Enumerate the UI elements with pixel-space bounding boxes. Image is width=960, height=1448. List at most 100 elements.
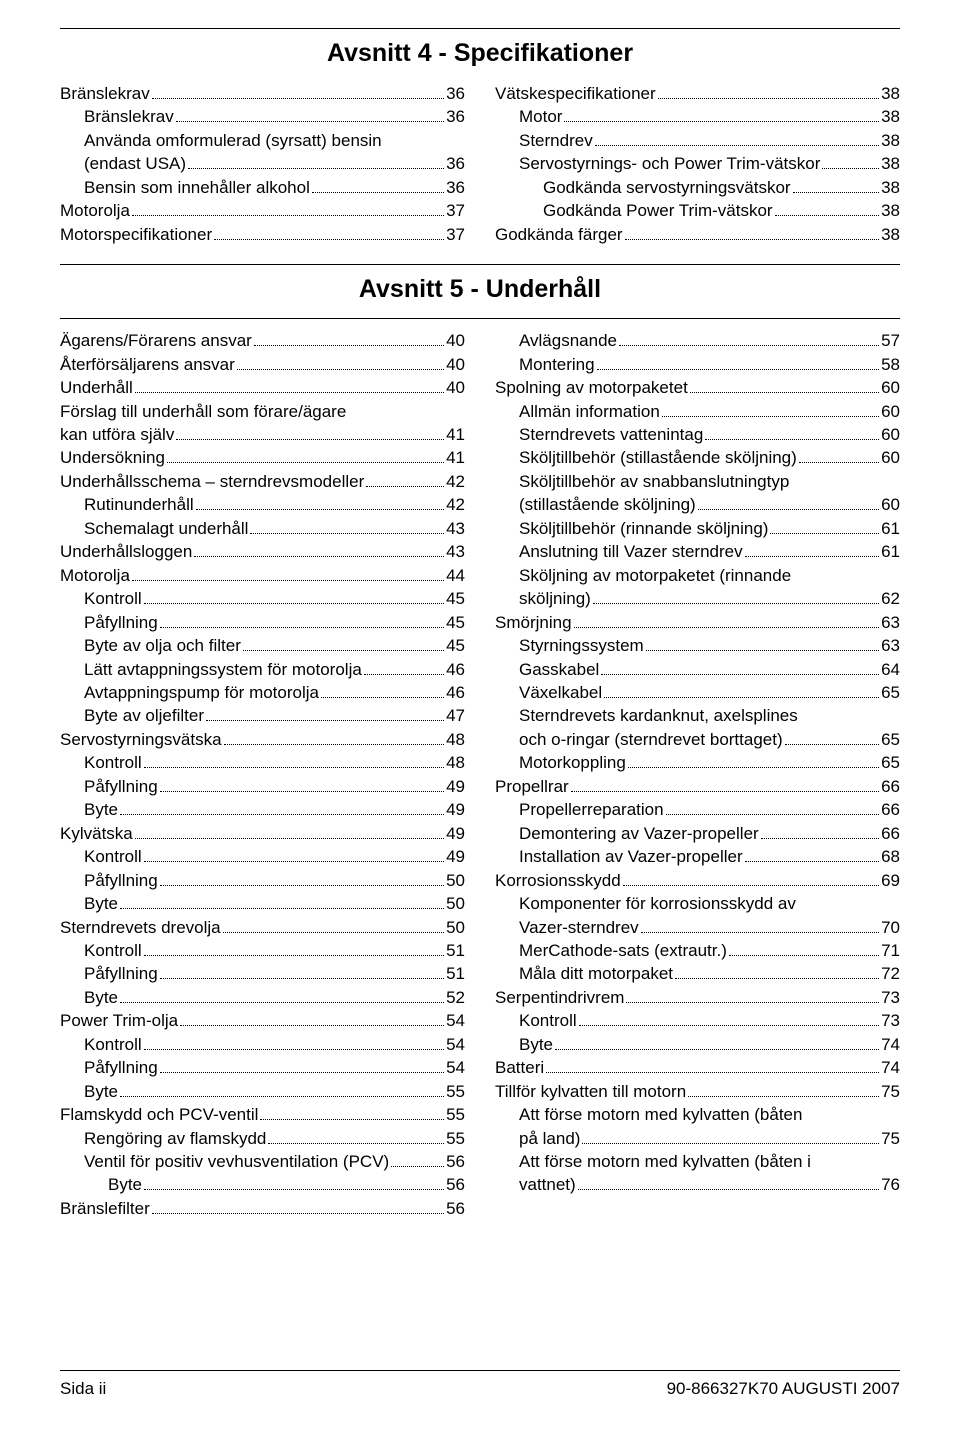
toc-label: Sterndrevets drevolja: [60, 916, 221, 939]
toc-dots: [180, 1013, 444, 1027]
toc-label: Rutinunderhåll: [84, 493, 194, 516]
toc-entry: Tillför kylvatten till motorn75: [495, 1080, 900, 1103]
toc-entry: Rutinunderhåll 42: [60, 493, 465, 516]
toc-dots: [793, 179, 880, 193]
toc-label: sköljning): [519, 587, 591, 610]
toc-entry: Sterndrevets vattenintag 60: [495, 423, 900, 446]
toc-dots: [176, 426, 444, 440]
toc-entry: Ägarens/Förarens ansvar40: [60, 329, 465, 352]
toc-dots: [745, 849, 879, 863]
toc-dots: [152, 1200, 444, 1214]
rule-mid2: [60, 318, 900, 319]
toc-label: Bränslekrav: [60, 82, 150, 105]
toc-entry: Byte 55: [60, 1080, 465, 1103]
toc-entry: Måla ditt motorpaket72: [495, 962, 900, 985]
toc-entry-cont: Att förse motorn med kylvatten (båten: [495, 1103, 900, 1126]
toc-dots: [546, 1060, 879, 1074]
toc-entry: Vazer-sterndrev70: [495, 916, 900, 939]
toc-entry: Ventil för positiv vevhusventilation (PC…: [60, 1150, 465, 1173]
toc-label: Propellrar: [495, 775, 569, 798]
toc-dots: [260, 1107, 444, 1121]
toc-entry: Byte 52: [60, 986, 465, 1009]
toc-entry: Motorspecifikationer 37: [60, 223, 465, 246]
toc-label: Motorolja: [60, 564, 130, 587]
toc-label: Byte: [84, 986, 118, 1009]
toc-label: Demontering av Vazer-propeller: [519, 822, 759, 845]
toc-page: 40: [446, 353, 465, 376]
toc-page: 38: [881, 223, 900, 246]
toc-label: Undersökning: [60, 446, 165, 469]
toc-page: 71: [881, 939, 900, 962]
toc-label: Påfyllning: [84, 962, 158, 985]
toc-page: 65: [881, 751, 900, 774]
toc-entry: Serpentindrivrem 73: [495, 986, 900, 1009]
toc-dots: [799, 450, 879, 464]
toc-page: 55: [446, 1103, 465, 1126]
toc-label: Kontroll: [519, 1009, 577, 1032]
toc-page: 54: [446, 1009, 465, 1032]
toc-label: Gasskabel: [519, 658, 599, 681]
toc-page: 48: [446, 751, 465, 774]
toc-label: Ventil för positiv vevhusventilation (PC…: [84, 1150, 389, 1173]
toc-dots: [364, 661, 444, 675]
toc-label: Installation av Vazer-propeller: [519, 845, 743, 868]
toc-dots: [194, 544, 444, 558]
toc-entry: Kontroll 51: [60, 939, 465, 962]
toc-dots: [705, 426, 879, 440]
toc-page: 60: [881, 400, 900, 423]
toc-dots: [176, 109, 444, 123]
toc-dots: [120, 802, 444, 816]
toc-page: 43: [446, 517, 465, 540]
toc-entry: Sterndrev38: [495, 129, 900, 152]
toc-page: 46: [446, 681, 465, 704]
toc-dots: [167, 450, 444, 464]
toc-page: 38: [881, 105, 900, 128]
toc-label: Motorspecifikationer: [60, 223, 212, 246]
toc-page: 36: [446, 82, 465, 105]
toc-dots: [243, 637, 444, 651]
toc-entry: Kontroll 54: [60, 1033, 465, 1056]
toc-dots: [571, 778, 879, 792]
toc-label: Påfyllning: [84, 869, 158, 892]
toc-page: 55: [446, 1080, 465, 1103]
toc-dots: [237, 356, 444, 370]
toc-label: Schemalagt underhåll: [84, 517, 248, 540]
toc-page: 36: [446, 105, 465, 128]
toc-dots: [144, 591, 444, 605]
toc-page: 38: [881, 129, 900, 152]
toc-page: 45: [446, 611, 465, 634]
toc-label: Påfyllning: [84, 611, 158, 634]
toc-label: Kontroll: [84, 845, 142, 868]
toc-label: Sköljtillbehör (rinnande sköljning): [519, 517, 768, 540]
toc-label: Byte av olja och filter: [84, 634, 241, 657]
toc-label: Rengöring av flamskydd: [84, 1127, 266, 1150]
toc-entry: Godkända färger38: [495, 223, 900, 246]
toc-entry: Byte56: [60, 1173, 465, 1196]
section5-right-col: Avlägsnande57Montering 58Spolning av mot…: [495, 329, 900, 1220]
toc-dots: [564, 109, 879, 123]
toc-entry: Lätt avtappningssystem för motorolja46: [60, 658, 465, 681]
toc-label: Montering: [519, 353, 595, 376]
toc-dots: [623, 872, 879, 886]
toc-dots: [822, 156, 879, 170]
toc-entry: Styrningssystem63: [495, 634, 900, 657]
toc-dots: [595, 132, 879, 146]
toc-label: Smörjning: [495, 611, 572, 634]
rule-top: [60, 28, 900, 29]
toc-entry: Avtappningspump för motorolja46: [60, 681, 465, 704]
toc-label: Byte: [519, 1033, 553, 1056]
toc-page: 66: [881, 822, 900, 845]
toc-label: Sköljtillbehör (stillastående sköljning): [519, 446, 797, 469]
section4-columns: Bränslekrav36Bränslekrav36Använda omform…: [60, 82, 900, 246]
toc-label: Byte: [84, 798, 118, 821]
toc-label: Flamskydd och PCV-ventil: [60, 1103, 258, 1126]
toc-page: 66: [881, 775, 900, 798]
toc-label: Underhåll: [60, 376, 133, 399]
toc-page: 40: [446, 376, 465, 399]
toc-dots: [688, 1083, 879, 1097]
toc-page: 73: [881, 1009, 900, 1032]
toc-entry: Byte av olja och filter 45: [60, 634, 465, 657]
toc-entry: Spolning av motorpaketet60: [495, 376, 900, 399]
toc-page: 44: [446, 564, 465, 587]
toc-label: Bränslekrav: [84, 105, 174, 128]
